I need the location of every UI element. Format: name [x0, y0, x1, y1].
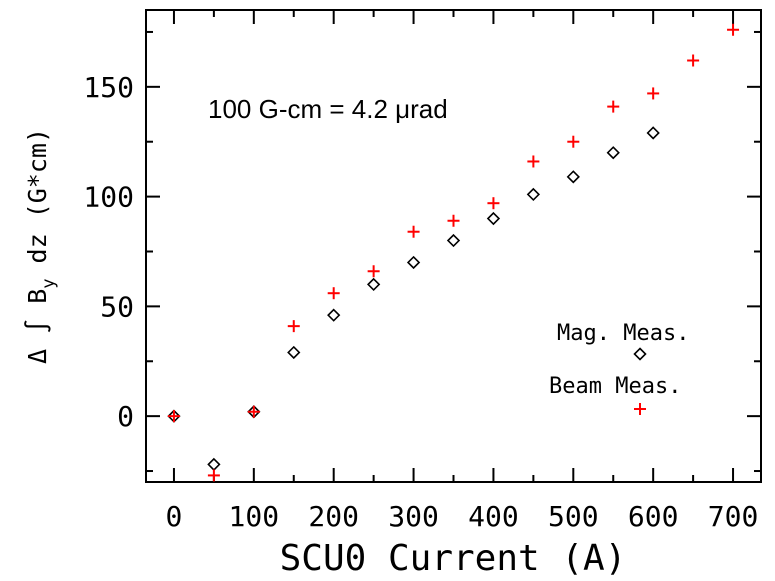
y-axis-title-subscript: y: [39, 279, 59, 289]
beam-meas-point: [448, 215, 460, 227]
beam-meas-point: [527, 155, 539, 167]
mag-meas-point: [408, 257, 419, 268]
legend-diamond-icon: [635, 349, 646, 360]
x-tick-labels: 0 100 200 300 400 500 600 700: [166, 500, 759, 533]
data-points: [168, 24, 739, 482]
x-tick-label: 200: [308, 500, 359, 533]
mag-meas-point: [328, 310, 339, 321]
y-axis-title: Δ ∫ By dz (G*cm): [23, 128, 59, 364]
beam-meas-point: [687, 54, 699, 66]
mag-meas-point: [208, 459, 219, 470]
x-tick-label: 600: [628, 500, 679, 533]
beam-meas-point: [328, 287, 340, 299]
y-tick-label: 150: [83, 71, 134, 104]
x-tick-label: 400: [468, 500, 519, 533]
mag-meas-point: [448, 235, 459, 246]
y-tick-label: 100: [83, 181, 134, 214]
beam-meas-point: [248, 406, 260, 418]
y-tick-label: 50: [100, 290, 134, 323]
y-tick-labels: 0 50 100 150: [83, 71, 134, 433]
beam-meas-point: [408, 226, 420, 238]
beam-meas-point: [607, 101, 619, 113]
mag-meas-point: [608, 147, 619, 158]
y-axis-title-suffix: dz (G*cm): [23, 128, 52, 279]
annotation-text: 100 G-cm = 4.2 μrad: [208, 94, 448, 124]
beam-meas-point: [368, 265, 380, 277]
beam-meas-point: [647, 87, 659, 99]
beam-meas-point: [487, 197, 499, 209]
x-axis-title: SCU0 Current (A): [280, 538, 627, 579]
legend: Mag. Meas. Beam Meas.: [549, 321, 689, 415]
beam-meas-point: [288, 320, 300, 332]
legend-marker-beam-meas: [634, 403, 646, 415]
mag-meas-point: [288, 347, 299, 358]
beam-meas-point: [567, 136, 579, 148]
x-tick-label: 700: [708, 500, 759, 533]
mag-meas-point: [648, 127, 659, 138]
beam-meas-point: [168, 410, 180, 422]
svg-text:Δ ∫ By dz (G*cm): Δ ∫ By dz (G*cm): [23, 128, 59, 364]
x-tick-label: 300: [388, 500, 439, 533]
legend-plus-icon: [634, 403, 646, 415]
legend-marker-mag-meas: [635, 349, 646, 360]
mag-meas-point: [368, 279, 379, 290]
x-tick-label: 100: [229, 500, 280, 533]
mag-meas-point: [568, 171, 579, 182]
legend-label-beam-meas: Beam Meas.: [549, 374, 681, 399]
x-tick-label: 0: [166, 500, 183, 533]
x-tick-label: 500: [548, 500, 599, 533]
mag-meas-point: [488, 213, 499, 224]
beam-meas-point: [727, 24, 739, 36]
mag-meas-point: [528, 189, 539, 200]
y-tick-label: 0: [117, 400, 134, 433]
legend-label-mag-meas: Mag. Meas.: [557, 321, 689, 346]
y-axis-title-prefix: Δ ∫ B: [23, 289, 52, 364]
beam-meas-point: [208, 469, 220, 481]
